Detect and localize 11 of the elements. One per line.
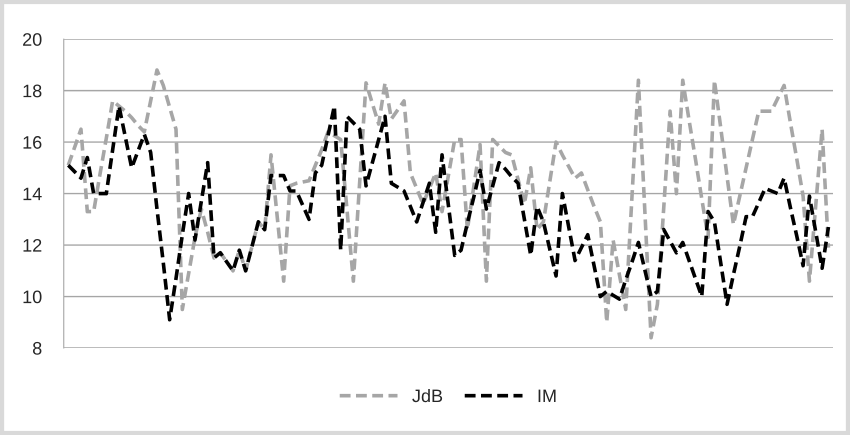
y-tick-label: 12	[24, 238, 42, 252]
y-tick-label: 10	[24, 290, 42, 304]
y-tick-label: 14	[24, 188, 42, 200]
y-tick-label: 8	[32, 342, 42, 355]
y-tick-label: 16	[24, 136, 42, 149]
line-series	[66, 104, 830, 322]
legend-label: IM	[538, 390, 556, 402]
y-tick-label: 20	[23, 33, 42, 46]
legend-label: JdB	[412, 388, 442, 402]
line-series	[66, 68, 830, 340]
y-tick-label: 18	[24, 84, 42, 98]
